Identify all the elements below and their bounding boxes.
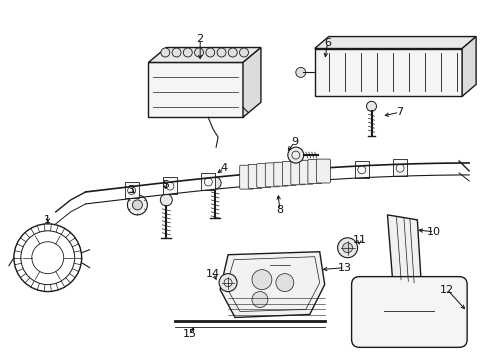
Text: 6: 6: [324, 37, 331, 48]
FancyBboxPatch shape: [355, 161, 368, 178]
Text: 1: 1: [44, 215, 51, 225]
Text: 13: 13: [338, 263, 352, 273]
Circle shape: [183, 48, 192, 57]
FancyBboxPatch shape: [291, 161, 305, 185]
Text: 11: 11: [353, 235, 367, 245]
Circle shape: [160, 194, 172, 206]
FancyBboxPatch shape: [317, 159, 330, 183]
Circle shape: [132, 200, 143, 210]
Circle shape: [219, 274, 237, 292]
Text: 14: 14: [206, 269, 220, 279]
FancyBboxPatch shape: [148, 62, 243, 117]
Circle shape: [161, 48, 170, 57]
Text: 8: 8: [276, 205, 283, 215]
Text: 9: 9: [291, 137, 298, 147]
Polygon shape: [388, 215, 421, 285]
FancyBboxPatch shape: [352, 276, 467, 347]
Polygon shape: [462, 37, 476, 96]
Text: 2: 2: [196, 33, 204, 44]
Polygon shape: [220, 252, 325, 318]
Circle shape: [217, 48, 226, 57]
Circle shape: [338, 238, 358, 258]
Circle shape: [206, 48, 215, 57]
Circle shape: [172, 48, 181, 57]
Circle shape: [240, 48, 248, 57]
Polygon shape: [148, 48, 261, 62]
Circle shape: [367, 101, 376, 111]
FancyBboxPatch shape: [257, 164, 270, 188]
FancyBboxPatch shape: [124, 181, 139, 198]
Text: 7: 7: [396, 107, 403, 117]
Text: 3: 3: [127, 185, 134, 195]
Circle shape: [195, 48, 203, 57]
Text: 12: 12: [440, 284, 454, 294]
FancyBboxPatch shape: [299, 160, 313, 184]
Circle shape: [288, 147, 304, 163]
Circle shape: [228, 48, 237, 57]
FancyBboxPatch shape: [240, 165, 254, 189]
FancyBboxPatch shape: [315, 49, 462, 96]
Text: 5: 5: [162, 180, 169, 190]
Circle shape: [252, 292, 268, 307]
FancyBboxPatch shape: [274, 162, 288, 186]
Text: 4: 4: [220, 163, 228, 173]
Text: 10: 10: [427, 227, 441, 237]
Circle shape: [343, 243, 353, 253]
Circle shape: [127, 195, 147, 215]
FancyBboxPatch shape: [201, 173, 215, 190]
Polygon shape: [315, 37, 476, 49]
FancyBboxPatch shape: [163, 177, 177, 194]
FancyBboxPatch shape: [393, 159, 407, 176]
Circle shape: [296, 67, 306, 77]
FancyBboxPatch shape: [308, 159, 322, 184]
FancyBboxPatch shape: [248, 165, 262, 188]
Circle shape: [209, 177, 221, 189]
FancyBboxPatch shape: [282, 162, 296, 185]
Circle shape: [276, 274, 294, 292]
FancyBboxPatch shape: [265, 163, 279, 187]
Circle shape: [252, 270, 272, 289]
Polygon shape: [243, 48, 261, 117]
Text: 15: 15: [183, 329, 197, 339]
